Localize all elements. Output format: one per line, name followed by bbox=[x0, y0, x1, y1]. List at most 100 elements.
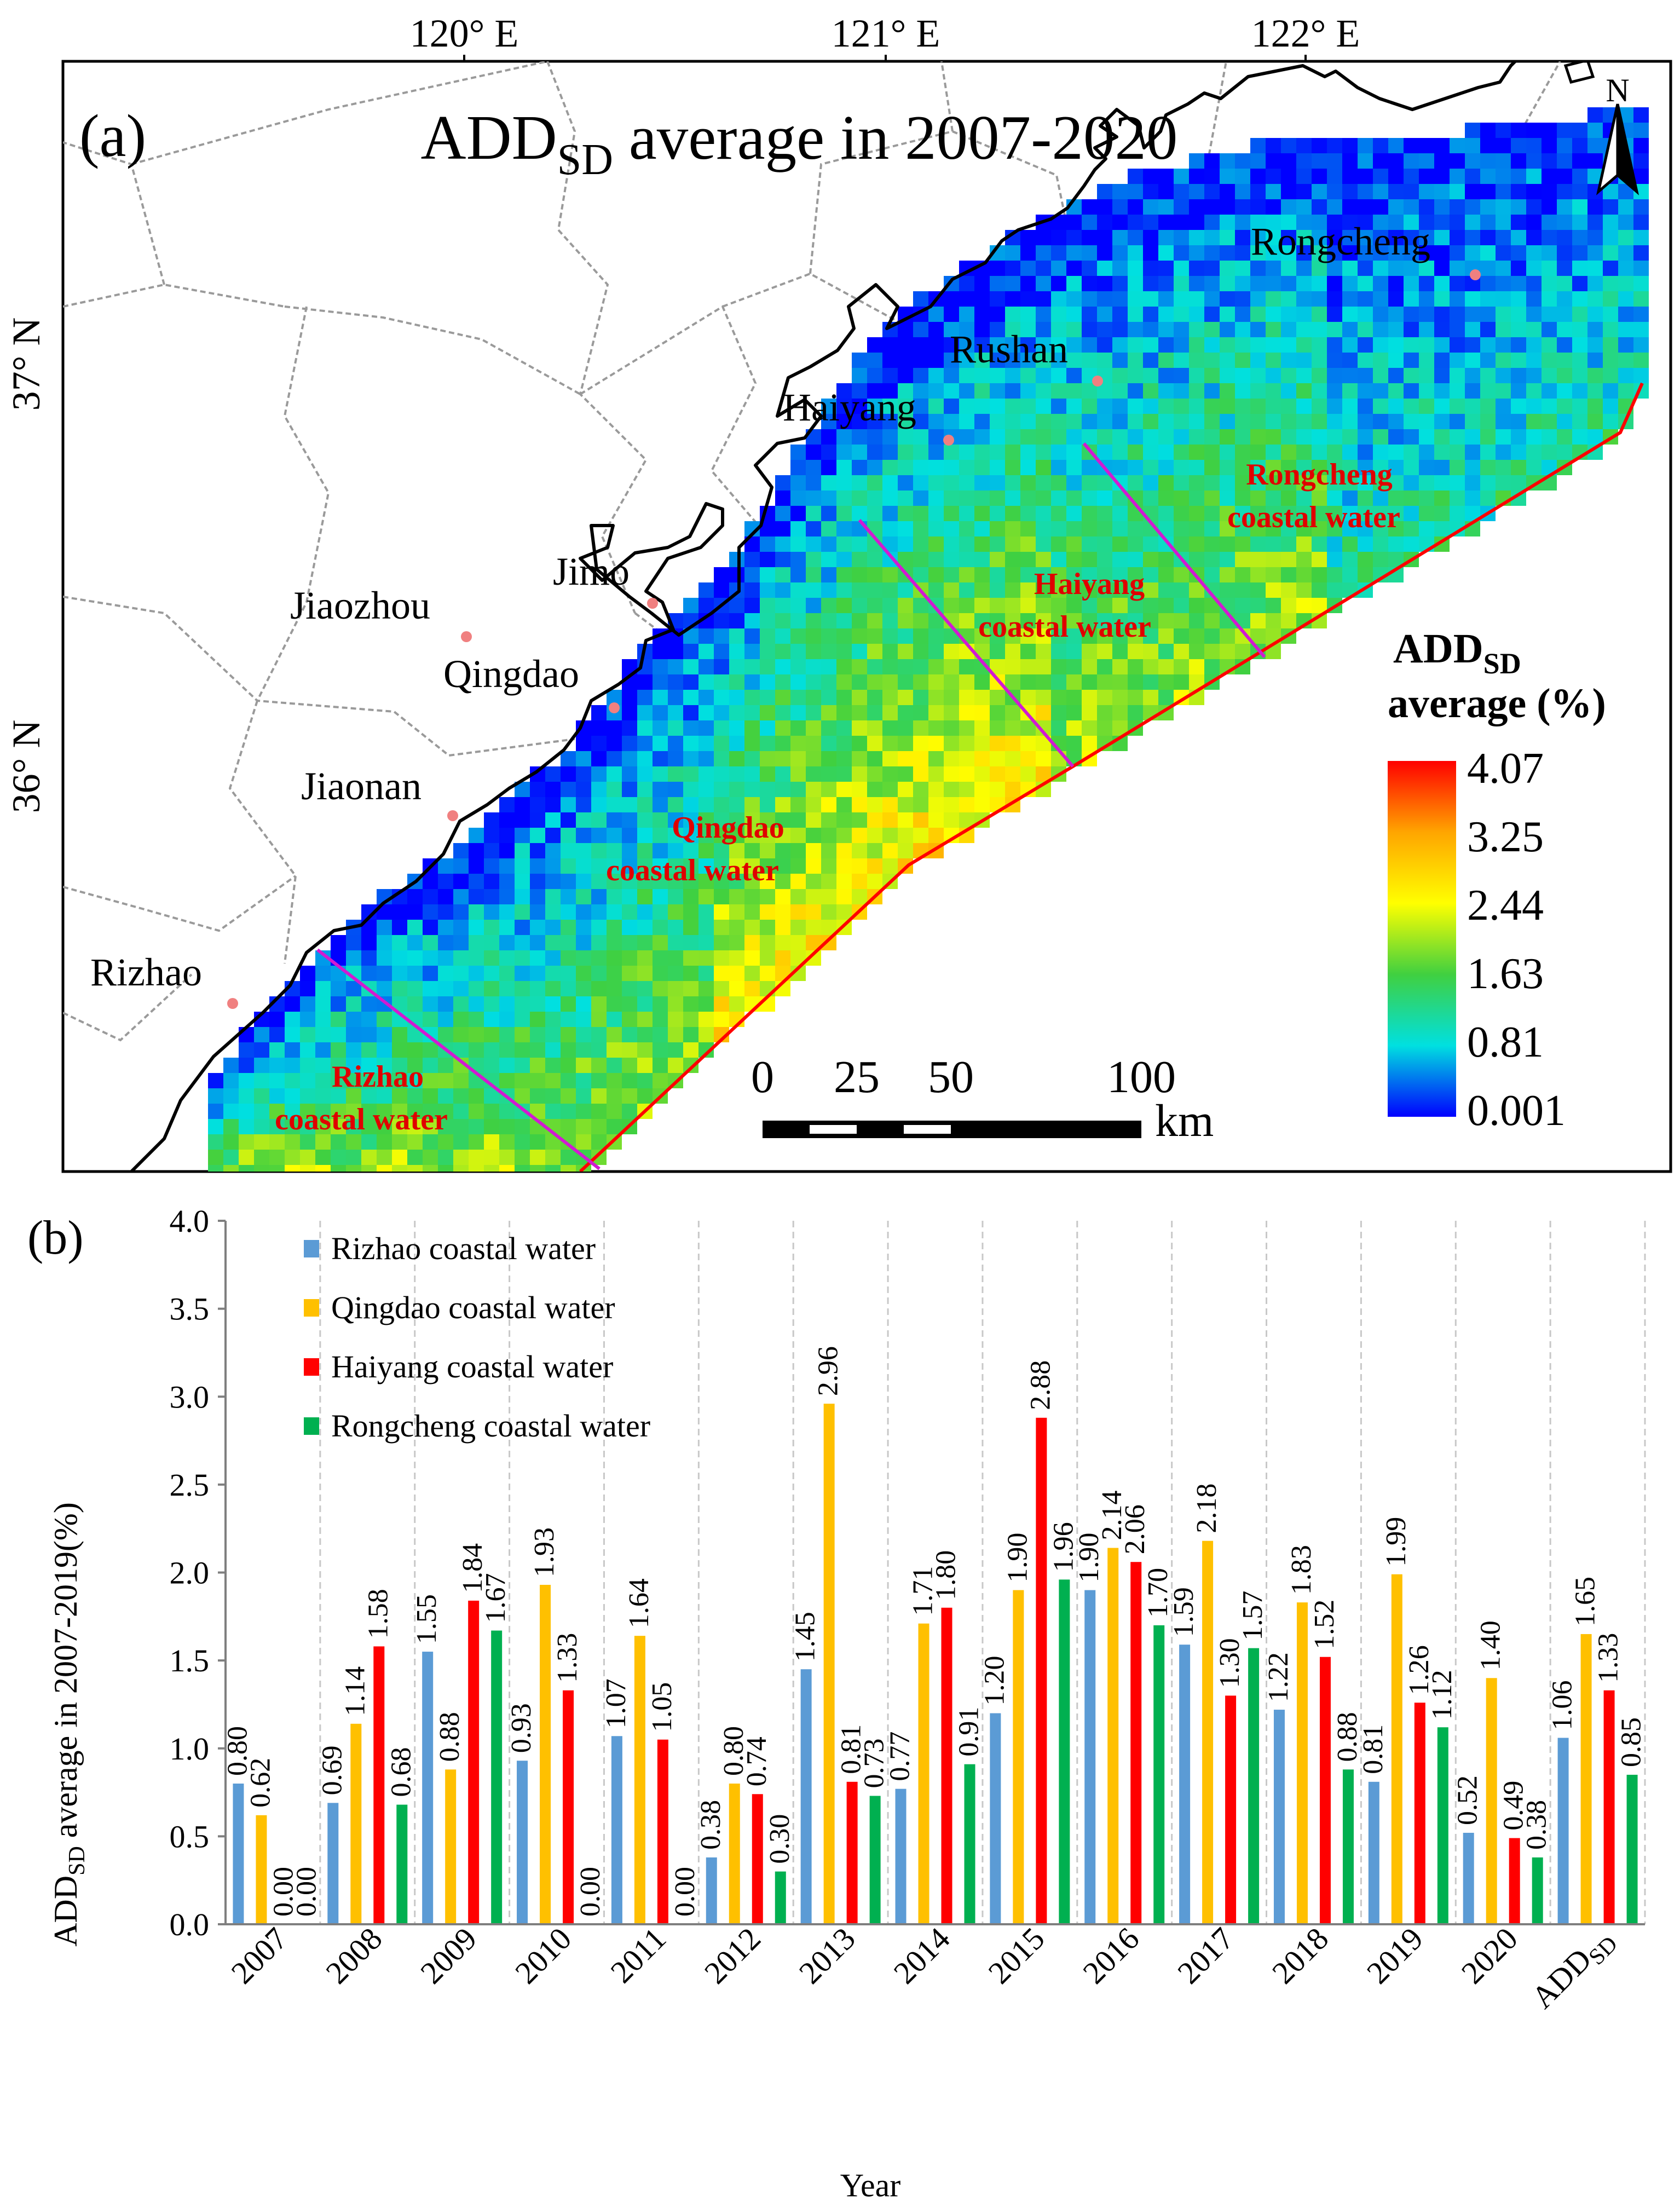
y-tick-label: 2.0 bbox=[170, 1555, 210, 1591]
bar bbox=[468, 1600, 480, 1924]
x-tick-label: 2014 bbox=[887, 1920, 957, 1990]
legend-label-haiyang: Haiyang coastal water bbox=[331, 1349, 613, 1384]
chart-grid bbox=[319, 1221, 1646, 1924]
city-label-rongcheng: Rongcheng bbox=[1251, 220, 1430, 263]
bar bbox=[990, 1713, 1001, 1924]
bar bbox=[563, 1690, 574, 1924]
bar-value-label: 1.07 bbox=[601, 1678, 632, 1728]
x-tick-label: 2013 bbox=[792, 1920, 862, 1990]
x-axis-label: Year bbox=[840, 2167, 901, 2203]
city-dot-haiyang bbox=[943, 435, 954, 446]
panel-b-label: (b) bbox=[27, 1211, 84, 1265]
x-tick-label: 2017 bbox=[1170, 1920, 1240, 1990]
scale-bar-white-2 bbox=[904, 1125, 951, 1134]
city-dot-jimo bbox=[647, 598, 658, 609]
bar bbox=[350, 1723, 362, 1924]
bar-value-label: 0.81 bbox=[836, 1724, 867, 1774]
bar bbox=[657, 1739, 668, 1924]
x-tick-label: 2018 bbox=[1265, 1920, 1335, 1990]
bar bbox=[491, 1630, 503, 1924]
lat-tick-37: 37° N bbox=[4, 318, 48, 411]
city-label-jiaozhou: Jiaozhou bbox=[290, 584, 430, 627]
legend-swatch-rizhao bbox=[304, 1240, 319, 1257]
bar-value-label: 1.90 bbox=[1073, 1533, 1105, 1583]
x-tick-label: 2010 bbox=[508, 1920, 578, 1990]
bar-value-label: 1.64 bbox=[623, 1578, 655, 1628]
bar bbox=[823, 1404, 835, 1924]
city-label-jiaonan: Jiaonan bbox=[301, 764, 422, 808]
bar-value-label: 2.96 bbox=[813, 1346, 844, 1396]
legend-label-qingdao: Qingdao coastal water bbox=[331, 1290, 615, 1325]
bar bbox=[1580, 1634, 1592, 1924]
bar-value-label: 0.91 bbox=[954, 1707, 985, 1757]
bar bbox=[1557, 1738, 1569, 1924]
chart-bars bbox=[233, 1404, 1638, 1924]
bar-value-label: 1.45 bbox=[790, 1612, 821, 1661]
bar-value-label: 0.74 bbox=[741, 1736, 772, 1786]
legend-colorbar bbox=[1388, 761, 1456, 1117]
bar-value-label: 2.14 bbox=[1096, 1491, 1128, 1541]
legend-value-max: 4.07 bbox=[1467, 745, 1544, 793]
bar bbox=[941, 1607, 952, 1924]
bar-value-label: 0.38 bbox=[1521, 1800, 1552, 1850]
x-tick-label: 2008 bbox=[319, 1920, 389, 1990]
bar-value-label: 1.70 bbox=[1142, 1568, 1174, 1618]
bar-value-label: 0.38 bbox=[695, 1800, 726, 1850]
chart-data-labels: 0.800.620.000.000.691.141.580.681.550.88… bbox=[222, 1346, 1647, 1917]
city-label-rizhao: Rizhao bbox=[90, 950, 202, 994]
x-tick-label: ADDSD bbox=[1525, 1920, 1623, 2018]
bar-value-label: 1.52 bbox=[1309, 1600, 1340, 1649]
bar bbox=[1225, 1695, 1237, 1924]
y-tick-label: 0.5 bbox=[170, 1819, 210, 1854]
legend-value-2: 3.25 bbox=[1467, 813, 1544, 861]
bar bbox=[396, 1804, 408, 1924]
y-tick-label: 1.0 bbox=[170, 1731, 210, 1767]
bar-value-label: 0.77 bbox=[885, 1732, 916, 1781]
bar bbox=[1273, 1710, 1285, 1924]
city-dot-jiaonan bbox=[447, 810, 458, 821]
bar-value-label: 1.84 bbox=[457, 1543, 488, 1593]
bar-value-label: 0.69 bbox=[316, 1745, 348, 1795]
legend-label-rongcheng: Rongcheng coastal water bbox=[331, 1408, 650, 1444]
bar bbox=[373, 1646, 385, 1924]
bar-value-label: 0.68 bbox=[385, 1747, 417, 1797]
bar bbox=[1532, 1857, 1543, 1924]
legend-title: ADDSD bbox=[1393, 626, 1521, 680]
bar-value-label: 0.80 bbox=[718, 1726, 749, 1776]
coastline bbox=[130, 61, 1518, 1172]
y-axis: 0.0 0.5 1.0 1.5 2.0 2.5 3.0 3.5 4.0 bbox=[170, 1203, 227, 1942]
bar-value-label: 1.65 bbox=[1570, 1577, 1601, 1626]
city-label-jimo: Jimo bbox=[553, 550, 630, 593]
city-label-qingdao: Qingdao bbox=[443, 652, 579, 696]
bar-value-label: 1.33 bbox=[1593, 1633, 1624, 1683]
bar-value-label: 0.00 bbox=[268, 1867, 299, 1917]
bar bbox=[1626, 1774, 1638, 1924]
x-tick-label: 2011 bbox=[604, 1920, 673, 1989]
city-dot-qingdao bbox=[609, 702, 620, 713]
bar bbox=[1342, 1769, 1354, 1924]
bar-value-label: 0.52 bbox=[1452, 1775, 1483, 1825]
bar-value-label: 1.33 bbox=[552, 1633, 583, 1683]
bar-value-label: 1.14 bbox=[339, 1666, 371, 1716]
bar bbox=[895, 1788, 907, 1924]
bar bbox=[800, 1669, 812, 1924]
scale-tick-50: 50 bbox=[928, 1052, 974, 1103]
x-tick-label: 2015 bbox=[982, 1920, 1052, 1990]
x-tick-label: 2020 bbox=[1454, 1920, 1525, 1990]
y-tick-label: 3.0 bbox=[170, 1379, 210, 1415]
coastline-islands bbox=[1563, 61, 1595, 84]
bar bbox=[256, 1815, 267, 1924]
bar-value-label: 1.12 bbox=[1427, 1670, 1458, 1720]
bar-value-label: 0.00 bbox=[669, 1867, 701, 1917]
bar-value-label: 1.06 bbox=[1547, 1680, 1578, 1730]
bar bbox=[611, 1736, 622, 1924]
bar-value-label: 1.05 bbox=[646, 1682, 678, 1732]
bar-value-label: 1.20 bbox=[979, 1656, 1010, 1706]
bar bbox=[1153, 1625, 1165, 1924]
bar bbox=[1179, 1645, 1191, 1924]
bar-value-label: 1.26 bbox=[1404, 1645, 1435, 1695]
bar bbox=[1319, 1657, 1331, 1924]
y-tick-label: 0.0 bbox=[170, 1907, 210, 1942]
bar-value-label: 0.30 bbox=[764, 1814, 795, 1864]
bar bbox=[1368, 1781, 1379, 1924]
